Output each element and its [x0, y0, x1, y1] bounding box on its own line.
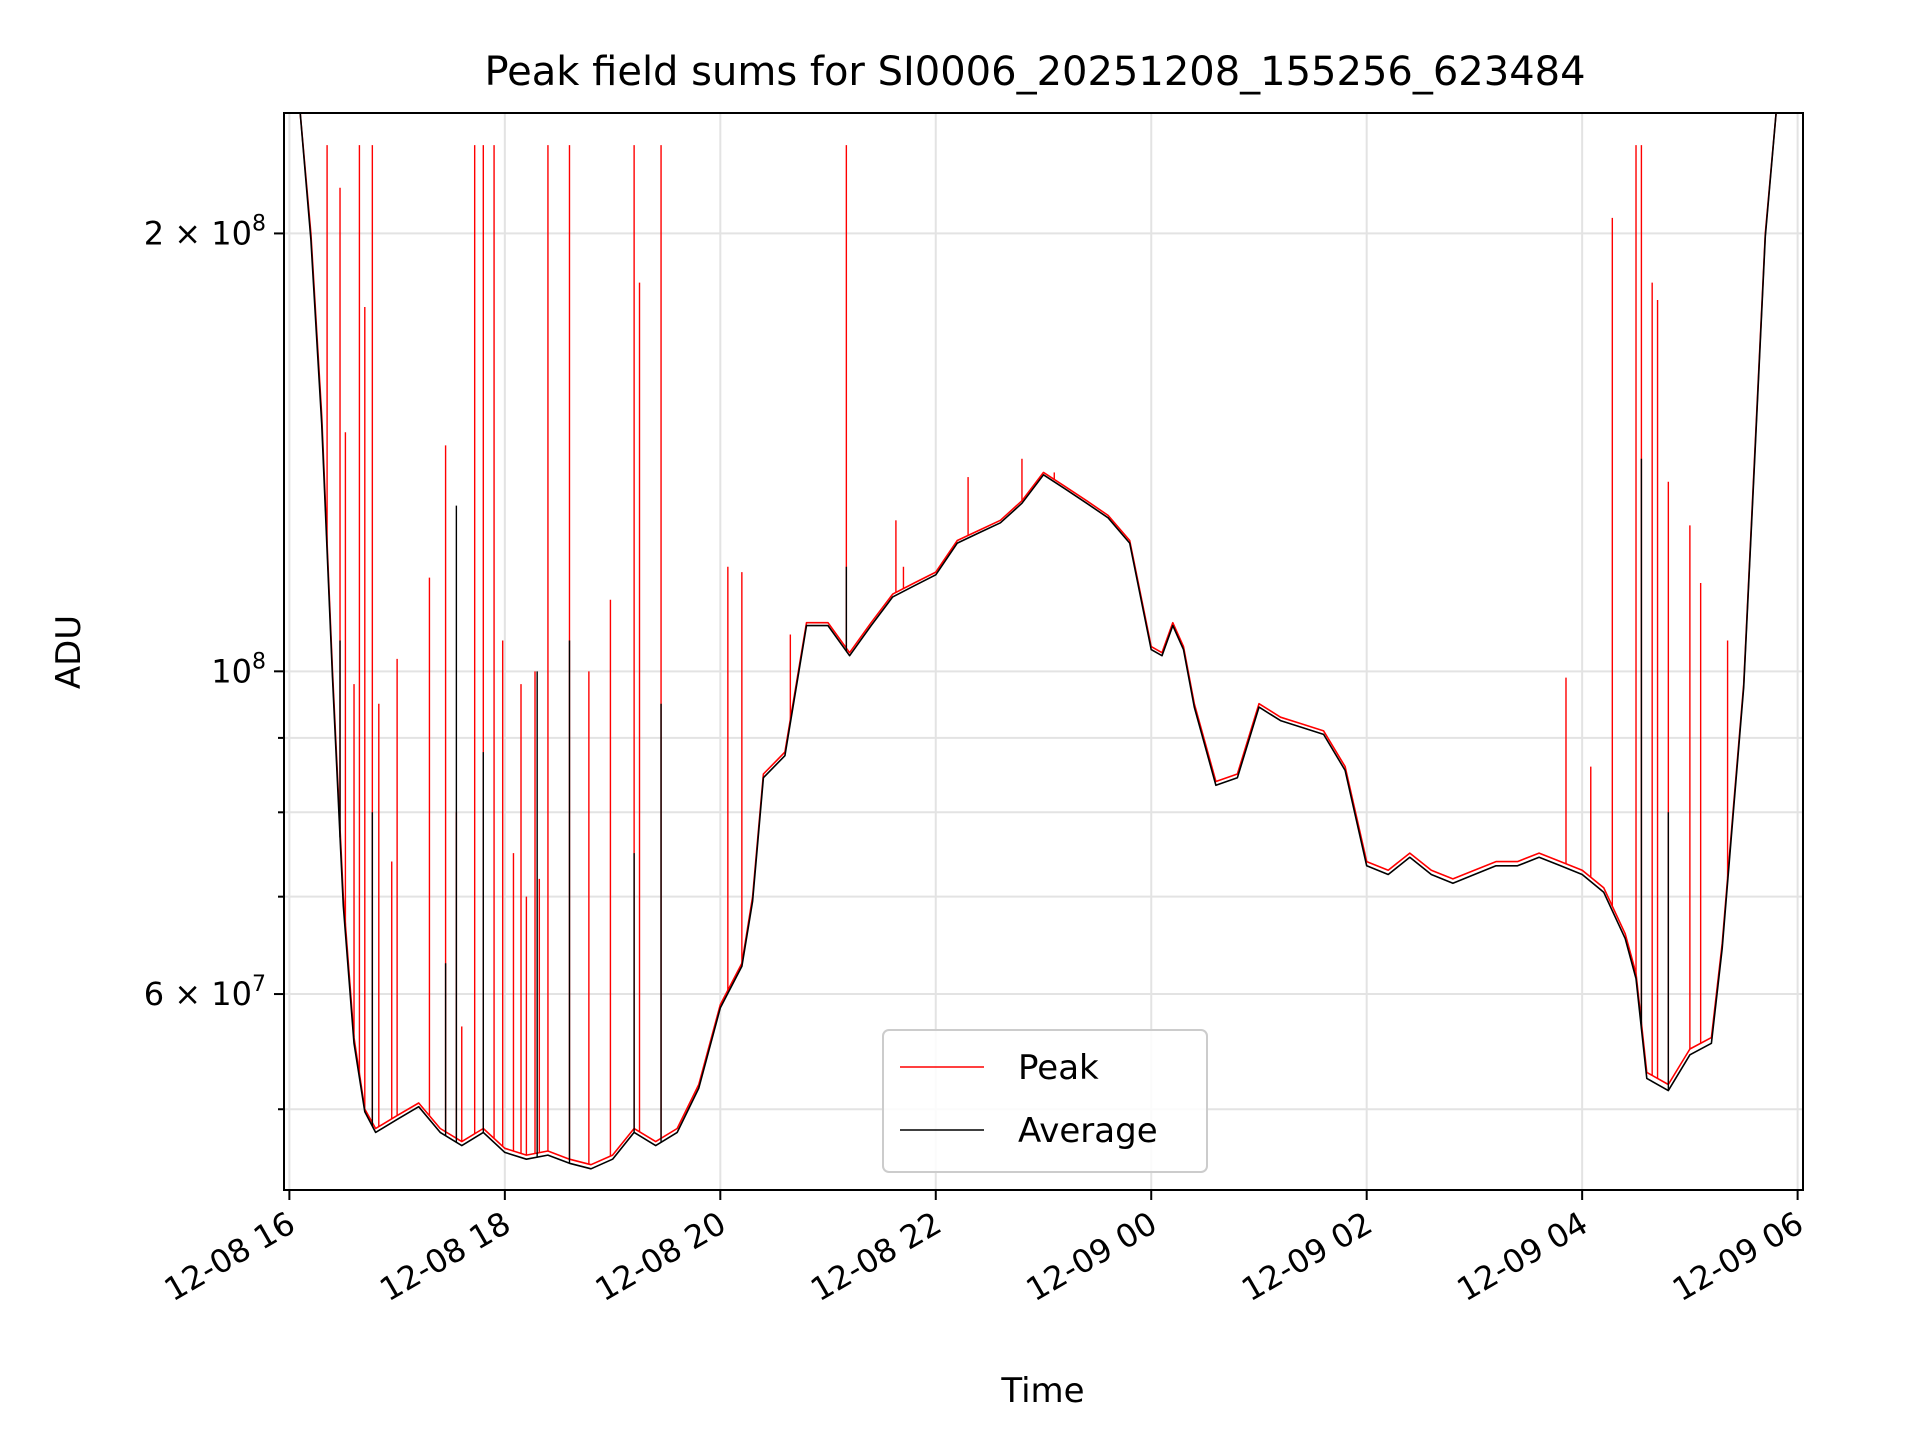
chart-title: Peak field sums for SI0006_20251208_1552…	[484, 49, 1585, 95]
plot-frame	[283, 112, 1804, 1191]
y-axis: 6 × 107 108 2 × 108	[144, 211, 284, 1111]
y-tick-label: 2 × 108	[144, 211, 266, 252]
legend: Peak Average	[882, 1029, 1208, 1173]
legend-box	[882, 1029, 1208, 1173]
y-tick-mantissa: 2	[144, 214, 164, 252]
series-average	[289, 113, 1798, 1170]
y-tick-mantissa: 6	[144, 975, 164, 1013]
y-tick-exponent: 7	[252, 972, 266, 997]
y-axis-label: ADU	[49, 615, 89, 689]
y-tick-label: 108	[211, 649, 266, 690]
x-axis-label: Time	[1000, 1371, 1084, 1411]
series-layer	[289, 113, 1798, 1170]
series-peak	[289, 113, 1798, 1166]
y-tick-label: 6 × 107	[144, 972, 266, 1013]
y-tick-exponent: 8	[252, 649, 266, 674]
legend-label-average: Average	[1018, 1111, 1158, 1151]
series-line-average	[289, 113, 1798, 1170]
y-tick-exponent: 8	[252, 211, 266, 236]
legend-label-peak: Peak	[1018, 1048, 1099, 1088]
